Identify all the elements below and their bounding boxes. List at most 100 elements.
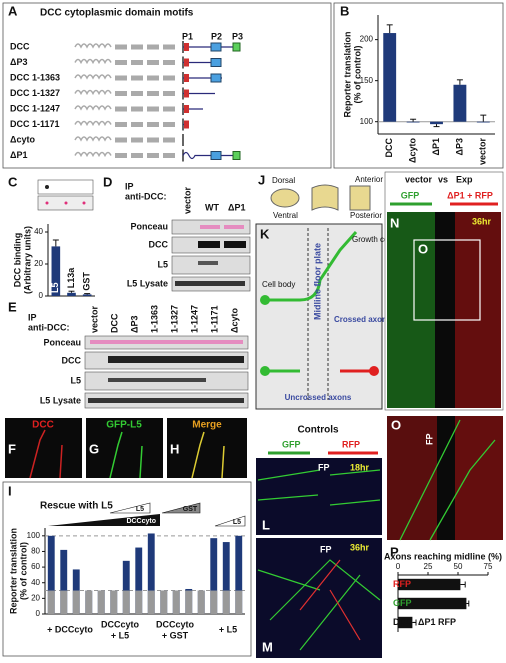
y-tick-label: 100 [360,117,374,126]
x-tick-label: Δcyto [407,138,417,163]
bar-shade [222,590,230,614]
p2 [210,58,222,67]
wedge-label: GST [183,506,198,513]
fn-domain [115,44,127,50]
dot [82,201,86,205]
axon [109,431,143,479]
x-tick-label: ΔP3 [454,138,464,155]
motif-label: P3 [232,31,243,41]
motif-label: P1 [182,31,193,41]
p1 [184,120,189,129]
micrograph [167,418,247,478]
fn-domain [147,75,159,81]
row-label: L5 [70,375,81,385]
diagram-label: Cell body [262,280,295,289]
bar-shade [185,590,193,614]
squiggle [182,151,240,160]
ip-label: anti-DCC: [28,322,70,332]
marker: FP [320,544,332,554]
ip-label: IP [125,181,134,191]
diagram-label: Crossed axon [334,315,387,324]
header: vs [438,174,448,184]
p3 [232,42,241,52]
construct-label: Δcyto [10,134,35,144]
lane-label: 1-1327 [169,305,179,333]
lane-label: 1-1247 [189,305,199,333]
bar [122,560,130,614]
p2 [210,73,222,83]
tube-icon [311,184,339,211]
row-label: L5 Lysate [40,395,81,405]
fn-domain [163,153,175,158]
bar-shade [60,590,68,614]
axon [29,429,63,479]
y-tick-label: DCC- ΔP1 RFP [393,617,456,627]
fn-domain [147,91,159,96]
axon [257,469,381,506]
cell-body [260,366,270,376]
bar [51,246,61,296]
y-tick-label: 0 [36,609,41,618]
band [108,356,244,363]
panel-label: L [262,517,270,532]
channel: GFP [282,439,301,449]
x-tick-label: 0 [396,562,401,571]
axis-label: Dorsal [272,176,295,185]
inset-label: O [418,241,428,256]
panel-label: A [8,3,18,18]
lane-label: ΔP3 [129,316,139,333]
bar [67,292,76,296]
panel-label: B [340,3,349,18]
fn-domain [115,122,127,127]
x-tick-label: 50 [454,562,463,571]
group-label: + L5 [219,624,237,634]
x-tick-label: L13a [66,267,76,289]
bar-shade [110,590,118,614]
fn-domain [163,122,175,127]
axon [191,431,225,479]
p1 [184,43,189,51]
header: vector [405,174,433,184]
panel-label: F [8,441,16,456]
row-label: L5 [157,259,168,269]
p2 [210,151,222,160]
axon [399,419,496,541]
panel-k-box [255,223,383,410]
diagram-label: Uncrossed axons [285,393,352,402]
wedge-label: L5 [136,506,144,513]
rfp-region [455,212,501,408]
bar-shade [160,590,168,614]
y-tick-label: 200 [360,35,374,44]
y-axis-label: DCC binding [12,233,22,288]
fn-domain [147,60,159,65]
row-label: DCC [149,239,169,249]
y-tick-label: 40 [31,578,40,587]
construct-label: DCC 1-1247 [10,103,60,113]
dot-blot [37,179,94,195]
axon [265,231,358,302]
cell-body [369,366,379,376]
fn-domain [147,137,159,143]
header: Exp [456,174,473,184]
panel-label: G [89,441,99,456]
time: 18hr [350,462,370,472]
fn-domain [163,75,175,81]
chart-title: Axons reaching midline (%) [384,551,502,561]
fn-domain [163,60,175,65]
panel-label: O [391,417,401,432]
axis-label: Anterior [355,175,383,184]
band [108,378,206,382]
wedge [161,502,201,514]
p1 [184,58,189,67]
band [200,225,220,229]
bar [47,535,55,614]
y-axis-label: (Arbitrary units) [22,226,32,294]
ig-domains [74,89,112,96]
fn-domain [131,75,143,81]
lane-label: vector [182,186,192,214]
panel-b-box [333,2,504,169]
fn-domain [131,60,143,65]
panel-label: N [390,215,399,230]
bar-shade [172,590,180,614]
fn-domain [115,75,127,81]
